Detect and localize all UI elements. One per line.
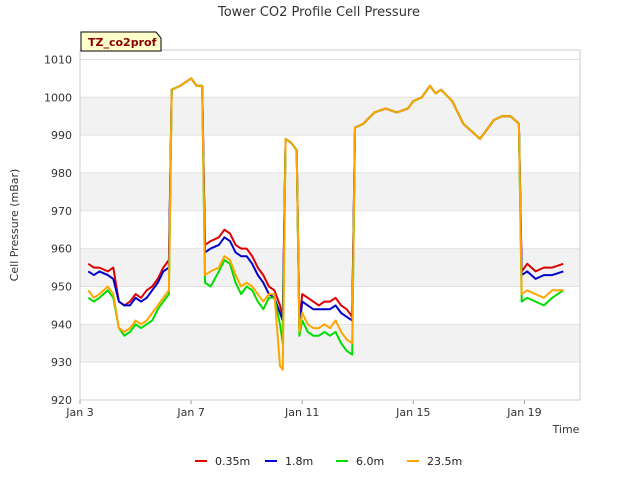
y-tick-label: 1000 — [44, 91, 72, 104]
x-tick-label: Jan 7 — [176, 406, 204, 419]
chart-title: Tower CO2 Profile Cell Pressure — [217, 5, 420, 20]
y-tick-label: 1010 — [44, 53, 72, 66]
y-tick-label: 940 — [51, 318, 72, 331]
y-axis-label: Cell Pressure (mBar) — [8, 169, 21, 282]
y-tick-label: 960 — [51, 243, 72, 256]
grid-lines — [80, 58, 580, 401]
y-axis-ticks: 920 930 940 950 960 970 980 990 1000 1010 — [44, 53, 72, 407]
plot-background — [80, 97, 580, 363]
grid-band — [80, 97, 580, 136]
series-line-23-5m — [87, 77, 564, 371]
x-tick-label: Jan 19 — [506, 406, 541, 419]
legend-entry: 1.8m — [285, 455, 313, 468]
x-tick-label: Jan 15 — [395, 406, 430, 419]
legend-entry: 6.0m — [356, 455, 384, 468]
y-tick-label: 930 — [51, 356, 72, 369]
y-tick-label: 990 — [51, 129, 72, 142]
station-badge: TZ_co2prof — [80, 31, 162, 52]
grid-band — [80, 172, 580, 211]
badge-label: TZ_co2prof — [88, 36, 157, 49]
y-tick-label: 920 — [51, 394, 72, 407]
legend-entry: 0.35m — [215, 455, 250, 468]
x-axis-label: Time — [552, 423, 580, 436]
legend-entry: 23.5m — [427, 455, 462, 468]
badge-box — [80, 31, 162, 52]
x-tick-label: Jan 11 — [284, 406, 319, 419]
x-axis-ticks: Jan 3 Jan 7 Jan 11 Jan 15 Jan 19 — [65, 400, 542, 419]
y-tick-label: 970 — [51, 205, 72, 218]
grid-band — [80, 324, 580, 363]
series-lines — [87, 77, 564, 371]
y-tick-label: 980 — [51, 167, 72, 180]
legend: 0.35m 1.8m 6.0m 23.5m — [195, 455, 462, 468]
plot-frame — [79, 49, 581, 401]
y-tick-label: 950 — [51, 280, 72, 293]
grid-band — [80, 248, 580, 287]
x-tick-label: Jan 3 — [65, 406, 93, 419]
